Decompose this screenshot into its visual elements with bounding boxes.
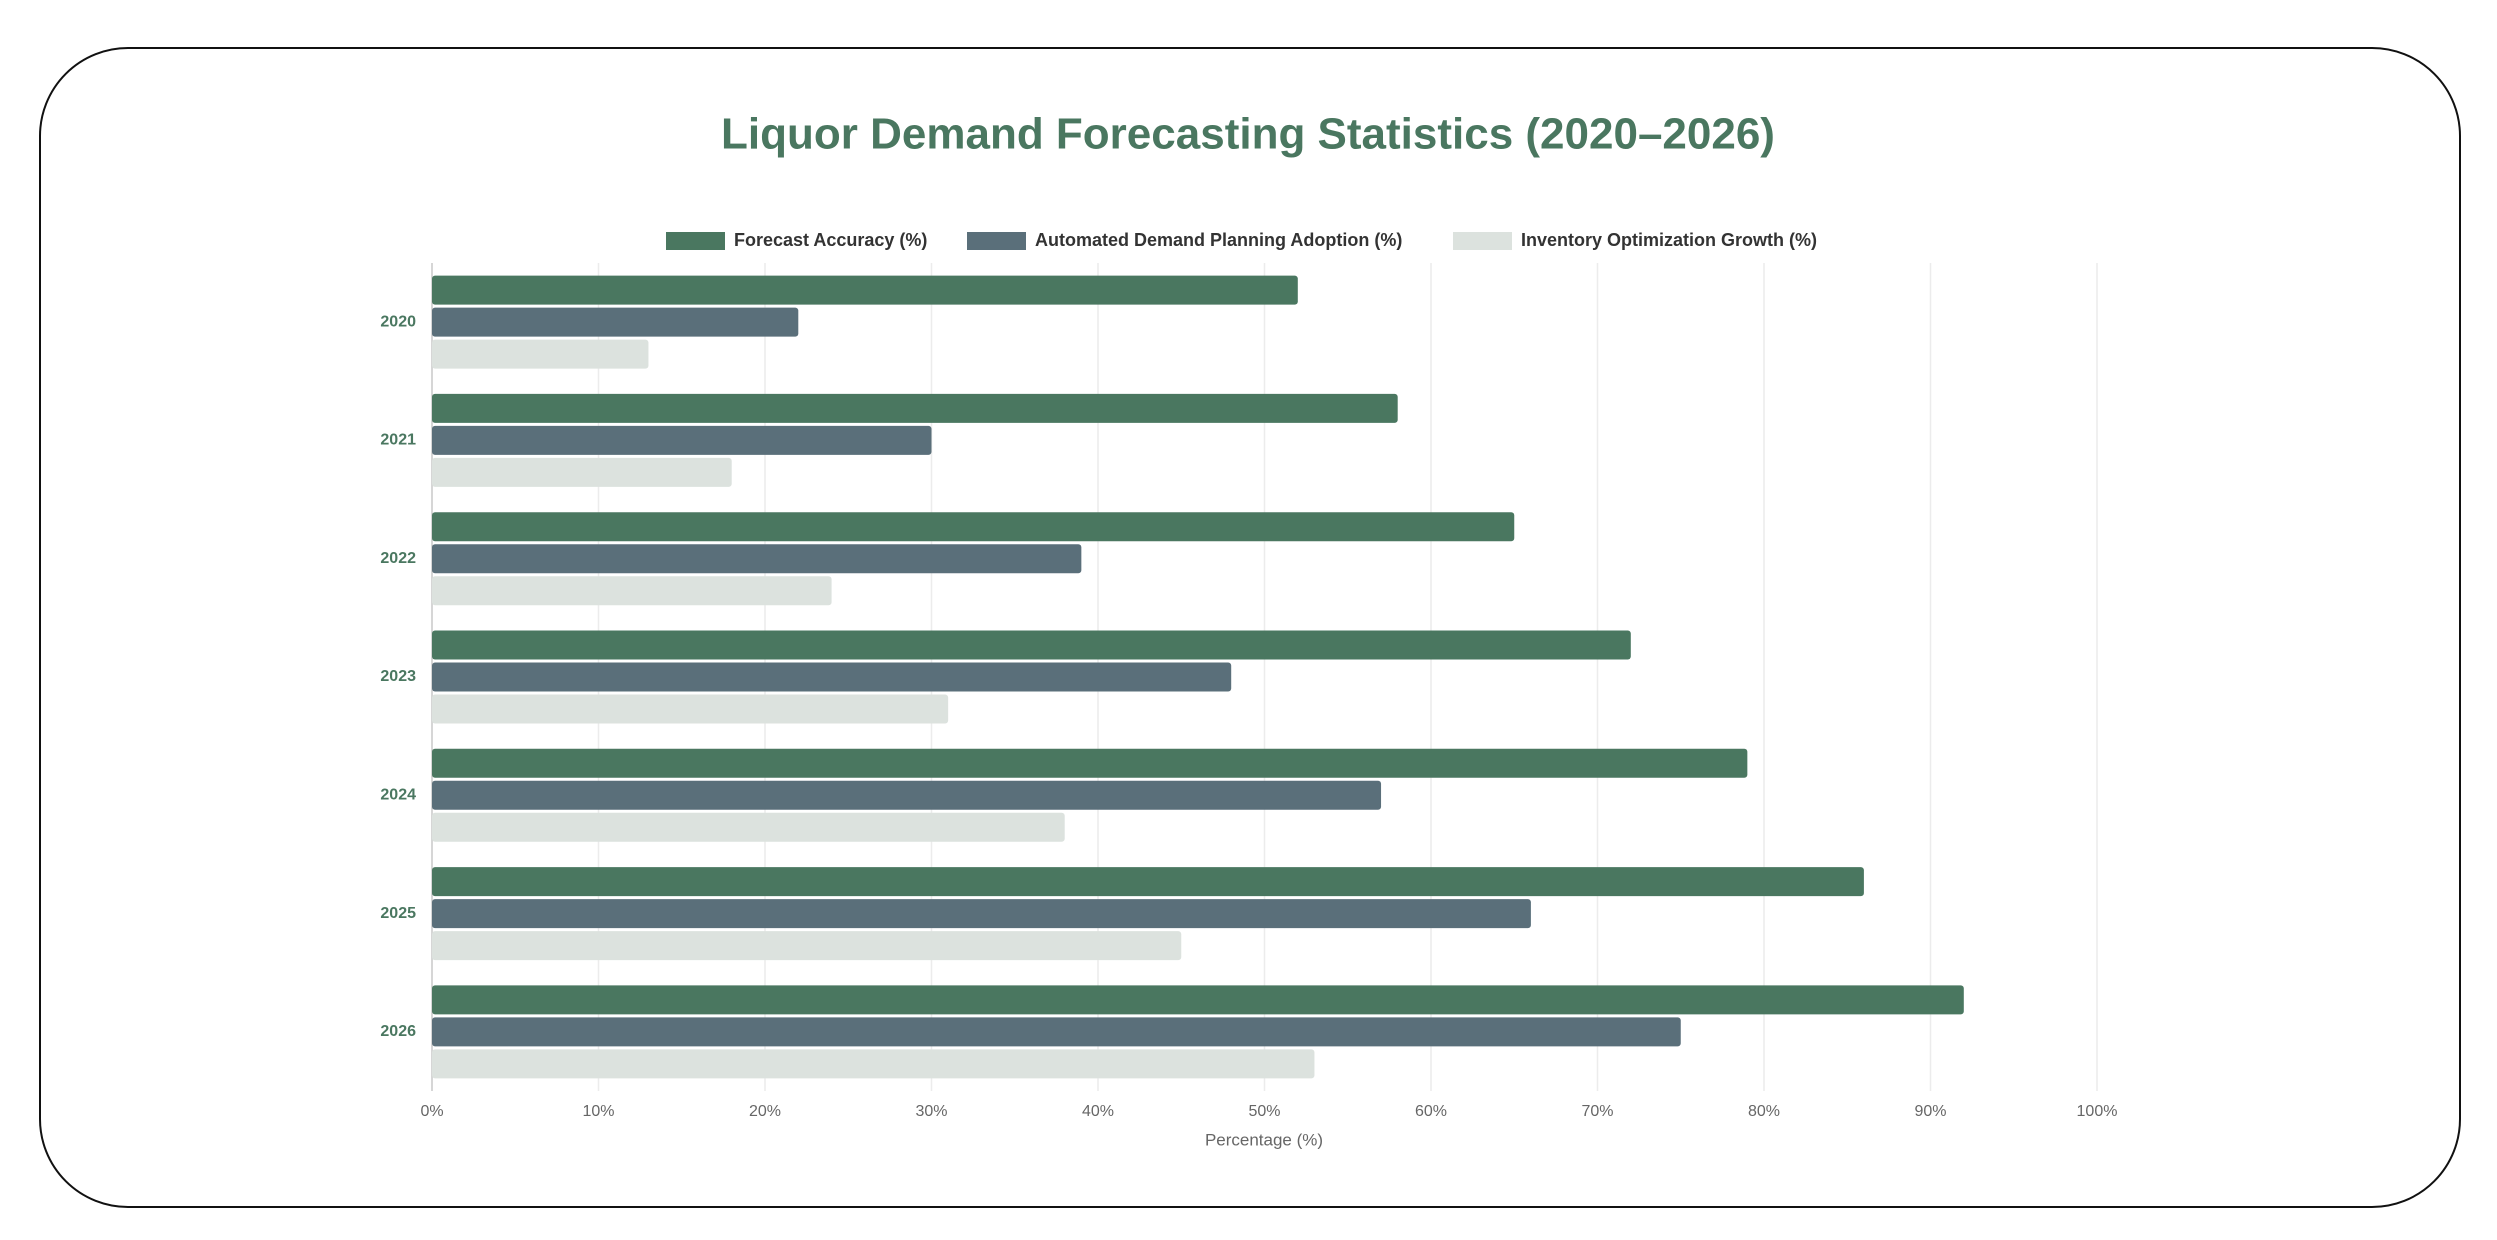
bar (432, 867, 1864, 897)
x-tick-label: 20% (749, 1103, 781, 1120)
bar (432, 1017, 1681, 1047)
y-tick-label: 2020 (380, 313, 416, 330)
y-tick-label: 2025 (380, 905, 416, 922)
bar (432, 576, 832, 606)
bar (432, 544, 1082, 574)
bar (432, 985, 1964, 1015)
bar (432, 748, 1748, 778)
x-tick-label: 50% (1248, 1103, 1280, 1120)
legend-label: Automated Demand Planning Adoption (%) (1035, 230, 1402, 250)
bar (432, 457, 732, 487)
bar (432, 1049, 1315, 1079)
bar (432, 425, 932, 455)
bar (432, 275, 1298, 305)
legend-label: Inventory Optimization Growth (%) (1521, 230, 1817, 250)
x-tick-label: 0% (420, 1103, 443, 1120)
bar (432, 393, 1398, 423)
bar (432, 694, 949, 724)
bar (432, 512, 1515, 542)
y-tick-label: 2023 (380, 668, 416, 685)
bar (432, 630, 1631, 660)
legend-swatch (1453, 232, 1512, 250)
y-tick-label: 2024 (380, 787, 416, 804)
legend-label: Forecast Accuracy (%) (734, 230, 927, 250)
x-tick-label: 90% (1914, 1103, 1946, 1120)
bar (432, 307, 799, 337)
x-tick-label: 10% (582, 1103, 614, 1120)
y-tick-label: 2022 (380, 550, 416, 567)
x-tick-label: 60% (1415, 1103, 1447, 1120)
y-tick-label: 2026 (380, 1023, 416, 1040)
bar (432, 780, 1382, 810)
x-tick-label: 100% (2077, 1103, 2118, 1120)
x-tick-label: 70% (1581, 1103, 1613, 1120)
legend-swatch (666, 232, 725, 250)
x-tick-label: 30% (915, 1103, 947, 1120)
bar (432, 812, 1065, 842)
bar (432, 899, 1531, 929)
x-axis-label: Percentage (%) (1205, 1130, 1323, 1149)
x-tick-label: 40% (1082, 1103, 1114, 1120)
bar (432, 931, 1182, 961)
bar (432, 662, 1232, 692)
y-tick-label: 2021 (380, 432, 416, 449)
x-tick-label: 80% (1748, 1103, 1780, 1120)
chart-title: Liquor Demand Forecasting Statistics (20… (721, 110, 1775, 159)
legend-swatch (967, 232, 1026, 250)
bar (432, 339, 649, 369)
